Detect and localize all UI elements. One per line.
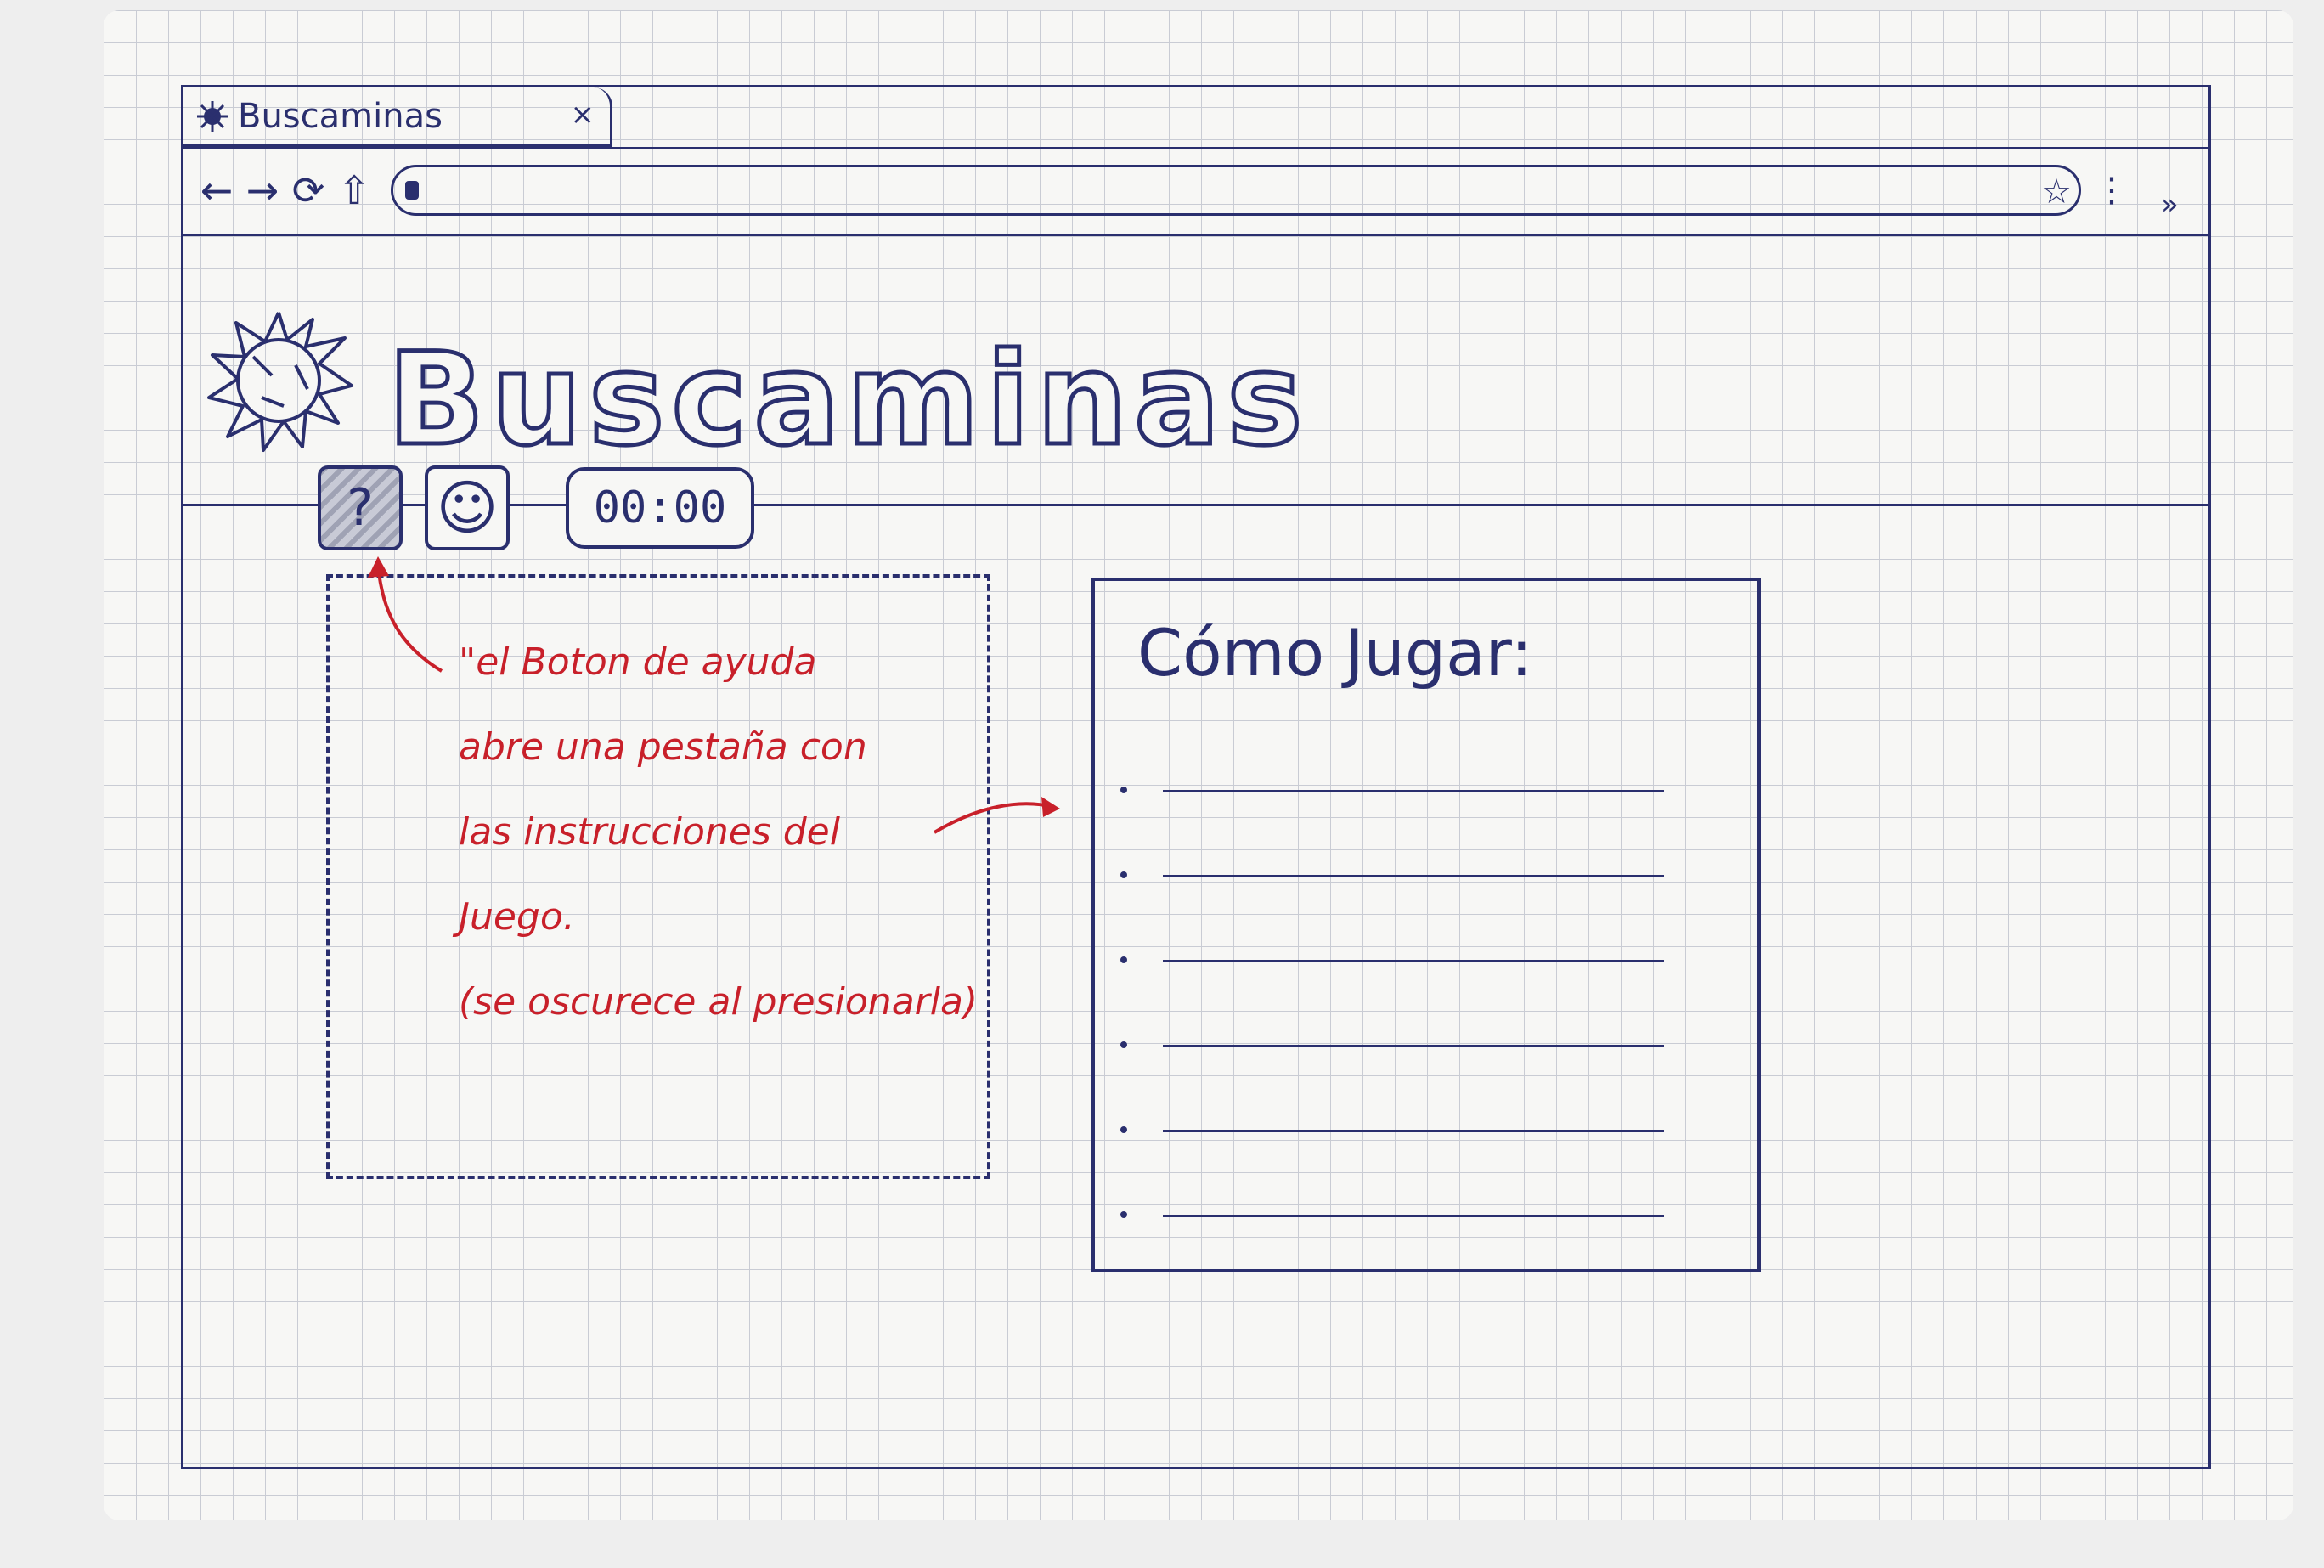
placeholder-line bbox=[1163, 1130, 1664, 1132]
site-header: Buscaminas bbox=[183, 236, 2208, 506]
reload-icon[interactable]: ⟳ bbox=[291, 167, 325, 213]
list-item bbox=[1120, 929, 1715, 1014]
game-controls: ? ☺ 00:00 bbox=[318, 465, 754, 550]
placeholder-line bbox=[1163, 960, 1664, 962]
browser-window: Buscaminas × ← → ⟳ ⇧ ☆ ⋮ » Buscaminas bbox=[181, 85, 2211, 1469]
bullet-icon bbox=[1120, 871, 1127, 878]
help-button[interactable]: ? bbox=[318, 465, 403, 550]
list-item bbox=[1120, 759, 1715, 844]
list-item bbox=[1120, 1184, 1715, 1269]
toolbar-divider bbox=[183, 234, 2208, 236]
tabbar-divider bbox=[183, 147, 2208, 149]
placeholder-line bbox=[1163, 1215, 1664, 1217]
game-board-placeholder bbox=[326, 574, 990, 1179]
lock-icon bbox=[405, 181, 419, 200]
annotation-line: abre una pestaña con bbox=[459, 725, 867, 769]
bullet-icon bbox=[1120, 1126, 1127, 1133]
browser-toolbar: ← → ⟳ ⇧ ☆ ⋮ » bbox=[183, 157, 2208, 223]
list-item bbox=[1120, 844, 1715, 929]
star-icon[interactable]: ☆ bbox=[2041, 172, 2072, 212]
help-panel-title: Cómo Jugar: bbox=[1137, 615, 1533, 691]
bullet-icon bbox=[1120, 956, 1127, 963]
overflow-chevron-icon[interactable]: » bbox=[2161, 188, 2179, 222]
list-item bbox=[1120, 1014, 1715, 1099]
back-icon[interactable]: ← bbox=[200, 167, 234, 213]
help-panel: Cómo Jugar: bbox=[1091, 578, 1761, 1272]
kebab-icon[interactable]: ⋮ bbox=[2095, 171, 2129, 210]
placeholder-line bbox=[1163, 790, 1664, 792]
help-annotation: "el Boton de ayuda abre una pestaña con … bbox=[459, 620, 1181, 1045]
smiley-icon[interactable]: ☺ bbox=[425, 465, 510, 550]
browser-tab[interactable]: Buscaminas × bbox=[183, 87, 612, 147]
close-icon[interactable]: × bbox=[570, 98, 595, 132]
annotation-line: las instrucciones del bbox=[459, 810, 840, 854]
placeholder-line bbox=[1163, 1045, 1664, 1047]
annotation-line: (se oscurece al presionarla) bbox=[459, 980, 979, 1024]
annotation-line: Juego. bbox=[459, 895, 575, 939]
paper-background bbox=[104, 10, 2293, 1520]
bullet-icon bbox=[1120, 1041, 1127, 1048]
home-icon[interactable]: ⇧ bbox=[337, 167, 371, 213]
instructions-list bbox=[1120, 759, 1715, 1269]
bullet-icon bbox=[1120, 1211, 1127, 1218]
address-bar[interactable]: ☆ bbox=[391, 165, 2081, 216]
placeholder-line bbox=[1163, 875, 1664, 877]
mine-icon bbox=[197, 100, 228, 132]
forward-icon[interactable]: → bbox=[245, 167, 279, 213]
annotation-line: "el Boton de ayuda bbox=[459, 640, 817, 684]
list-item bbox=[1120, 1099, 1715, 1184]
page-title: Buscaminas bbox=[386, 326, 1310, 474]
mine-icon bbox=[207, 312, 353, 452]
tab-title: Buscaminas bbox=[238, 96, 443, 136]
game-timer: 00:00 bbox=[566, 467, 754, 549]
bullet-icon bbox=[1120, 787, 1127, 793]
